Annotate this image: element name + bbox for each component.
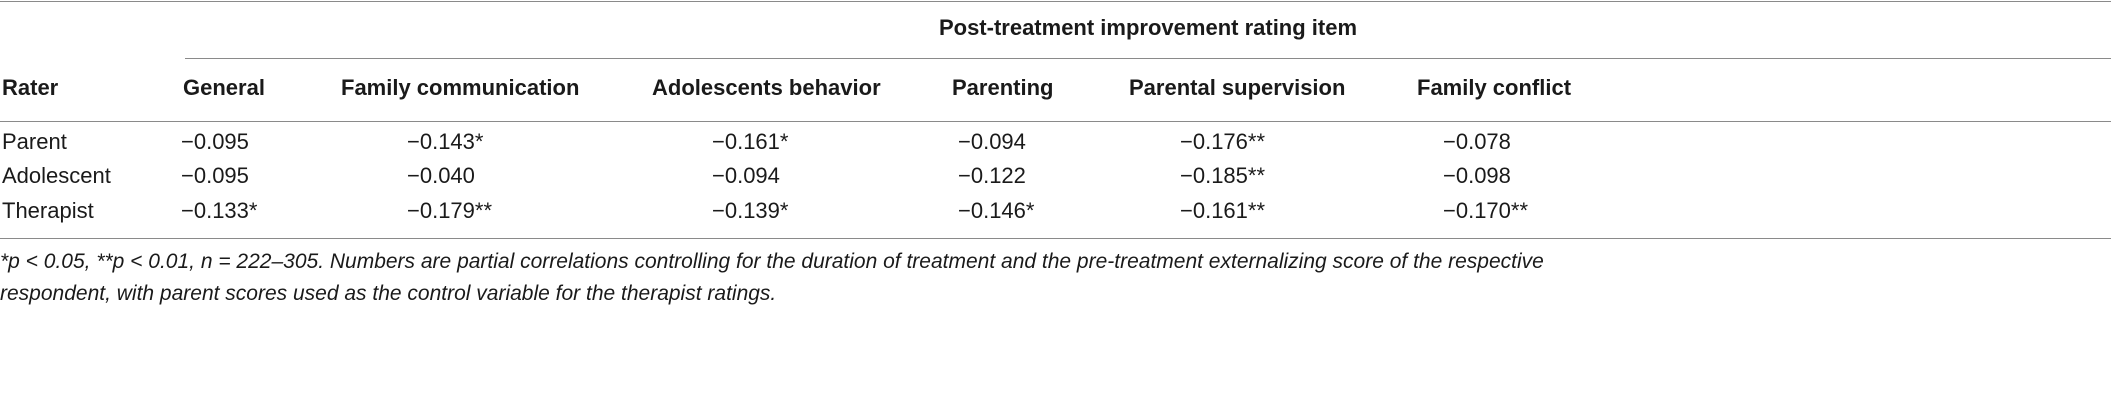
- header-family-conflict: Family conflict: [1417, 75, 1572, 100]
- spanner-header: Post-treatment improvement rating item: [938, 15, 1358, 40]
- header-general: General: [183, 75, 265, 100]
- header-rule: [0, 121, 2111, 122]
- cell-parent-family-communication: −0.143*: [407, 129, 484, 154]
- cell-parent-parenting: −0.094: [958, 129, 1026, 154]
- cell-therapist-family-conflict: −0.170**: [1443, 198, 1529, 223]
- header-family-communication: Family communication: [341, 75, 580, 100]
- footnote-line-1: *p < 0.05, **p < 0.01, n = 222–305. Numb…: [0, 250, 1544, 273]
- table-footnote: *p < 0.05, **p < 0.01, n = 222–305. Numb…: [0, 246, 2111, 310]
- cell-therapist-family-communication: −0.179**: [407, 198, 493, 223]
- cell-parent-adolescents-behavior: −0.161*: [712, 129, 789, 154]
- row-therapist-rater: Therapist: [2, 198, 94, 223]
- cell-parent-general: −0.095: [181, 129, 249, 154]
- bottom-rule: [0, 238, 2111, 239]
- header-parenting: Parenting: [952, 75, 1054, 100]
- row-adolescent-rater: Adolescent: [2, 163, 111, 188]
- spanner-rule: [185, 58, 2111, 59]
- cell-adolescent-adolescents-behavior: −0.094: [712, 163, 780, 188]
- cell-adolescent-family-communication: −0.040: [407, 163, 475, 188]
- header-parental-supervision: Parental supervision: [1129, 75, 1346, 100]
- cell-therapist-parenting: −0.146*: [958, 198, 1035, 223]
- cell-adolescent-parenting: −0.122: [958, 163, 1026, 188]
- header-adolescents-behavior: Adolescents behavior: [652, 75, 881, 100]
- cell-adolescent-general: −0.095: [181, 163, 249, 188]
- cell-adolescent-parental-supervision: −0.185**: [1180, 163, 1266, 188]
- cell-therapist-adolescents-behavior: −0.139*: [712, 198, 789, 223]
- header-rater: Rater: [2, 75, 59, 100]
- footnote-line-2: respondent, with parent scores used as t…: [0, 282, 777, 305]
- cell-parent-family-conflict: −0.078: [1443, 129, 1511, 154]
- top-rule: [0, 1, 2111, 2]
- cell-parent-parental-supervision: −0.176**: [1180, 129, 1266, 154]
- cell-adolescent-family-conflict: −0.098: [1443, 163, 1511, 188]
- cell-therapist-general: −0.133*: [181, 198, 258, 223]
- cell-therapist-parental-supervision: −0.161**: [1180, 198, 1266, 223]
- row-parent-rater: Parent: [2, 129, 67, 154]
